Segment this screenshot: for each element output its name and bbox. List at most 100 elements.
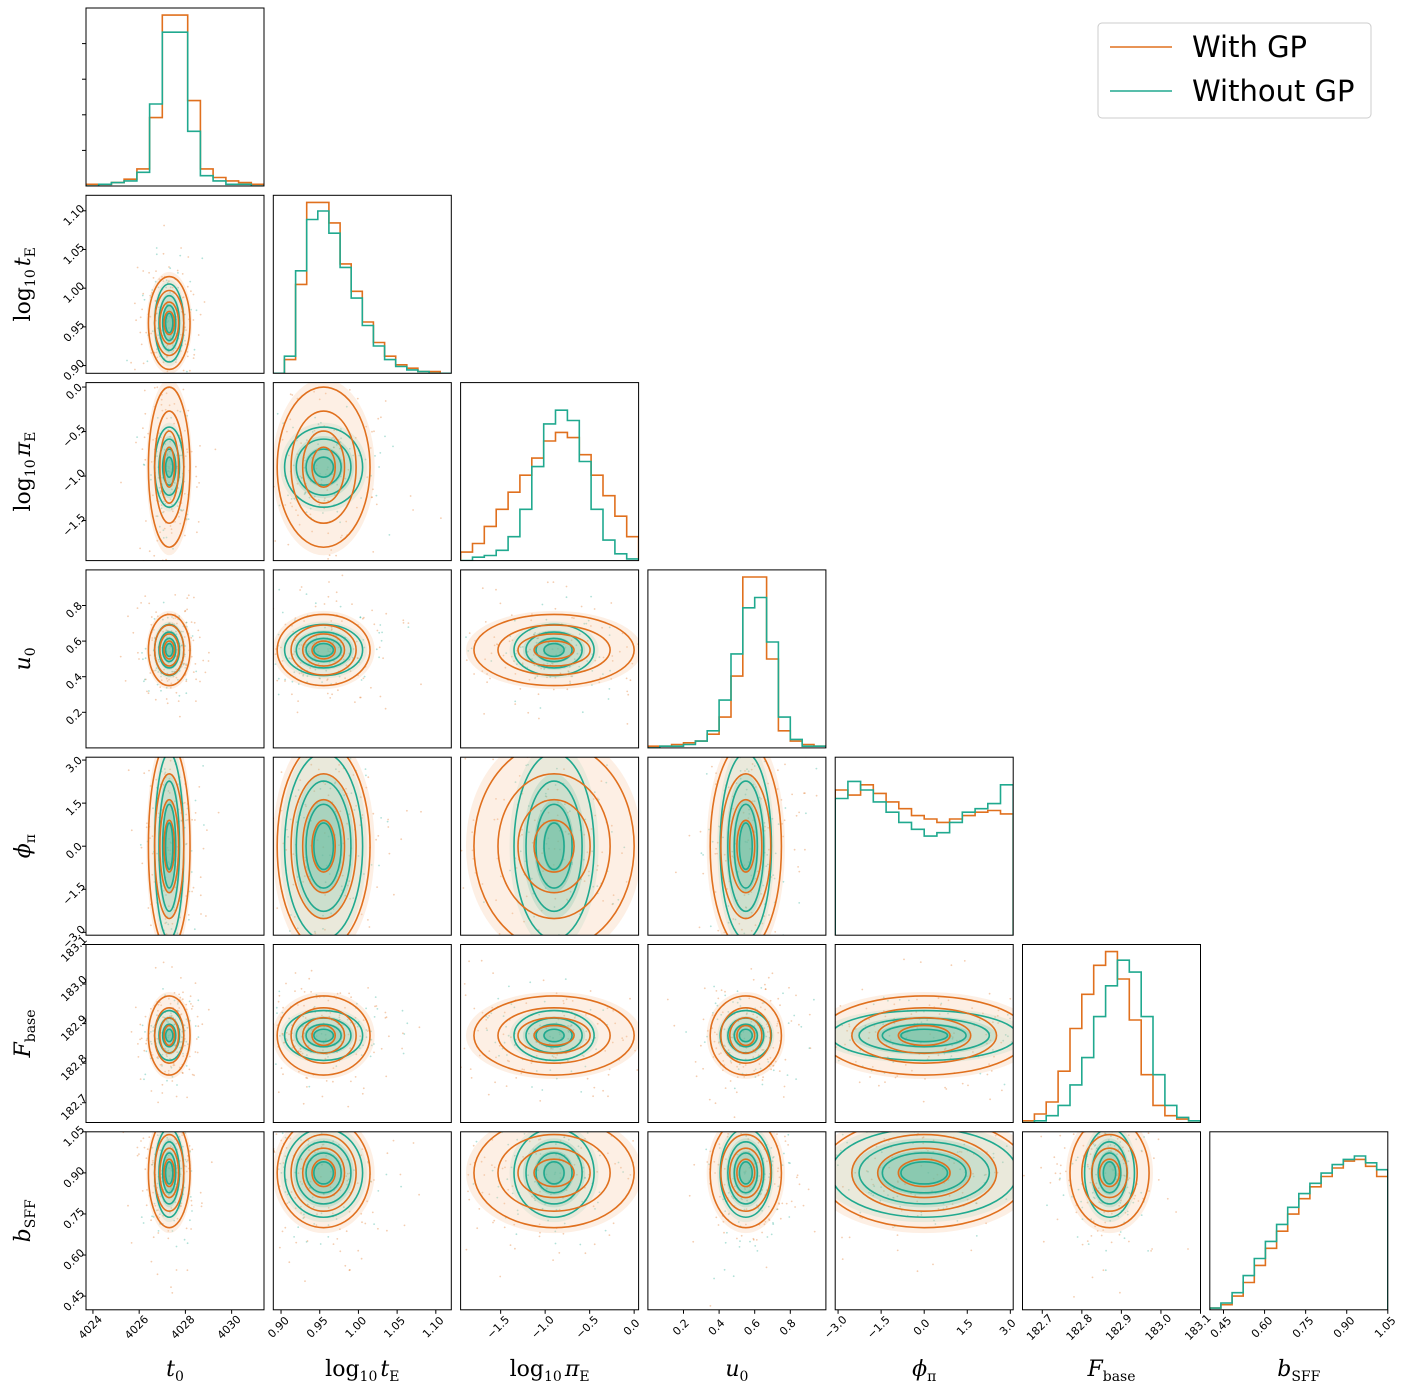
panel-frame xyxy=(85,194,265,374)
sample-point-without-gp xyxy=(151,1146,154,1149)
sample-point-with-gp xyxy=(157,1232,160,1234)
sample-point-with-gp xyxy=(761,922,764,925)
sample-point-with-gp xyxy=(803,1065,805,1067)
density-fill-without-gp xyxy=(725,1016,766,1055)
sample-point-with-gp xyxy=(193,377,195,379)
sample-point-without-gp xyxy=(190,871,193,873)
sample-point-with-gp xyxy=(340,1040,343,1043)
sample-point-with-gp xyxy=(371,496,373,499)
sample-point-without-gp xyxy=(169,1015,171,1017)
sample-point-without-gp xyxy=(525,764,528,767)
sample-point-with-gp xyxy=(175,1142,178,1145)
sample-point-without-gp xyxy=(251,1217,253,1219)
sample-point-with-gp xyxy=(171,966,173,968)
sample-point-with-gp xyxy=(305,805,307,808)
sample-point-without-gp xyxy=(596,885,599,887)
sample-point-with-gp xyxy=(761,1049,764,1051)
sample-point-with-gp xyxy=(1102,1229,1105,1231)
sample-point-with-gp xyxy=(997,1022,999,1024)
sample-point-with-gp xyxy=(495,1056,497,1059)
sample-point-without-gp xyxy=(189,1219,191,1222)
sample-point-with-gp xyxy=(538,1223,541,1226)
sample-point-with-gp xyxy=(318,371,320,373)
sample-point-with-gp xyxy=(453,954,455,956)
sample-point-without-gp xyxy=(338,675,341,678)
sample-point-with-gp xyxy=(147,432,150,435)
sample-point-without-gp xyxy=(143,1078,145,1081)
sample-point-with-gp xyxy=(139,547,141,550)
sample-point-with-gp xyxy=(722,1069,724,1072)
panel-frame xyxy=(834,944,1014,1123)
sample-point-with-gp xyxy=(472,566,474,568)
contour-with-gp xyxy=(720,1006,772,1064)
sample-point-with-gp xyxy=(167,1139,170,1142)
sample-point-without-gp xyxy=(744,840,747,843)
sample-point-with-gp xyxy=(348,880,351,882)
sample-point-with-gp xyxy=(861,988,864,991)
sample-point-with-gp xyxy=(817,990,819,992)
sample-point-without-gp xyxy=(314,1151,316,1153)
sample-point-without-gp xyxy=(777,823,780,825)
sample-point-without-gp xyxy=(552,1037,555,1039)
sample-point-with-gp xyxy=(892,1197,895,1199)
sample-point-without-gp xyxy=(168,315,171,318)
sample-point-without-gp xyxy=(181,1127,183,1129)
sample-point-with-gp xyxy=(514,974,516,976)
sample-point-with-gp xyxy=(168,647,171,650)
sample-point-without-gp xyxy=(349,757,352,760)
sample-point-with-gp xyxy=(190,1003,192,1005)
sample-point-with-gp xyxy=(539,1138,542,1141)
sample-point-without-gp xyxy=(359,616,362,619)
sample-point-without-gp xyxy=(178,694,181,697)
sample-point-with-gp xyxy=(511,639,514,642)
density-fill-without-gp xyxy=(157,436,181,499)
sample-point-without-gp xyxy=(189,679,191,681)
sample-point-with-gp xyxy=(809,1047,812,1049)
sample-point-with-gp xyxy=(724,990,726,993)
sample-point-with-gp xyxy=(781,1202,784,1205)
sample-point-with-gp xyxy=(356,1182,359,1184)
sample-point-with-gp xyxy=(481,670,484,673)
sample-point-with-gp xyxy=(482,1099,484,1101)
sample-point-with-gp xyxy=(165,564,167,566)
density-fill-without-gp xyxy=(877,1150,971,1196)
sample-point-with-gp xyxy=(570,639,573,642)
sample-point-without-gp xyxy=(163,576,165,578)
sample-point-with-gp xyxy=(514,1247,516,1250)
sample-point-with-gp xyxy=(750,891,753,893)
sample-point-with-gp xyxy=(915,1011,918,1013)
sample-point-without-gp xyxy=(158,525,161,528)
sample-point-without-gp xyxy=(1110,1135,1112,1138)
contour-with-gp xyxy=(147,757,191,936)
sample-point-with-gp xyxy=(329,1186,332,1189)
sample-point-with-gp xyxy=(593,1243,596,1246)
sample-point-with-gp xyxy=(253,801,255,803)
sample-point-without-gp xyxy=(346,1018,349,1021)
sample-point-without-gp xyxy=(609,669,611,672)
sample-point-without-gp xyxy=(1117,1215,1120,1218)
sample-point-without-gp xyxy=(306,1054,308,1056)
sample-point-with-gp xyxy=(458,879,460,881)
sample-point-with-gp xyxy=(569,1025,572,1028)
sample-point-without-gp xyxy=(944,1109,946,1111)
sample-point-with-gp xyxy=(717,1041,720,1044)
sample-point-with-gp xyxy=(740,1132,743,1135)
sample-point-with-gp xyxy=(735,1091,738,1094)
sample-point-with-gp xyxy=(779,1217,782,1220)
sample-point-with-gp xyxy=(533,664,536,667)
sample-point-with-gp xyxy=(971,1007,973,1009)
sample-point-with-gp xyxy=(327,1206,330,1209)
sample-point-without-gp xyxy=(167,1193,170,1196)
sample-point-with-gp xyxy=(341,1024,344,1026)
sample-point-without-gp xyxy=(196,1129,198,1131)
sample-point-without-gp xyxy=(178,670,181,672)
sample-point-with-gp xyxy=(192,886,195,889)
sample-point-with-gp xyxy=(186,1096,188,1099)
sample-point-without-gp xyxy=(715,739,717,741)
sample-point-with-gp xyxy=(444,1158,446,1160)
sample-point-with-gp xyxy=(334,810,337,813)
sample-point-with-gp xyxy=(731,1036,734,1039)
sample-point-with-gp xyxy=(504,666,507,669)
sample-point-with-gp xyxy=(785,1202,788,1205)
sample-point-without-gp xyxy=(497,997,500,1000)
